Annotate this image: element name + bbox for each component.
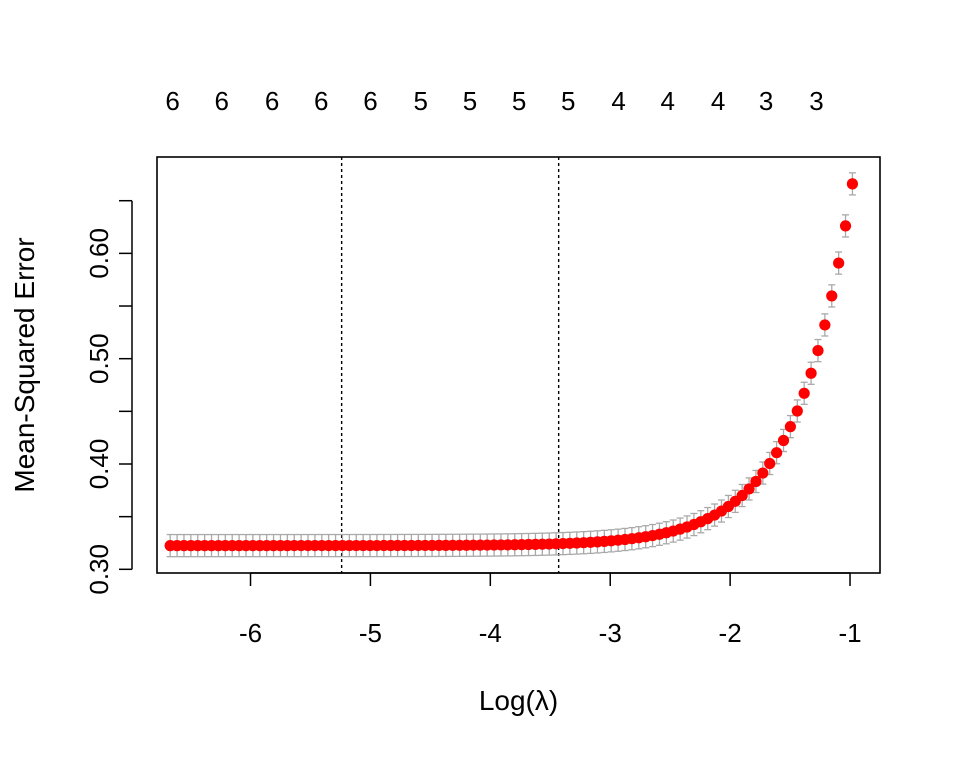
x-tick-label: -5 bbox=[359, 618, 382, 648]
data-points bbox=[164, 178, 859, 552]
top-axis-label: 6 bbox=[215, 86, 229, 116]
data-point bbox=[839, 220, 852, 232]
data-point bbox=[750, 475, 762, 488]
data-point bbox=[743, 483, 755, 495]
top-axis-label: 3 bbox=[809, 86, 823, 116]
top-axis-label: 4 bbox=[661, 86, 675, 116]
y-axis: 0.30 0.40 0.50 0.60 bbox=[84, 199, 133, 595]
data-point bbox=[771, 447, 783, 459]
x-tick-label: -2 bbox=[719, 618, 742, 648]
top-axis-label: 3 bbox=[759, 86, 773, 116]
x-tick-label: -6 bbox=[239, 618, 262, 648]
x-tick-label: -4 bbox=[479, 618, 502, 648]
top-axis-label: 6 bbox=[363, 86, 377, 116]
data-point bbox=[826, 290, 838, 302]
top-axis-label: 6 bbox=[265, 86, 279, 116]
data-point bbox=[819, 319, 831, 331]
top-axis-label: 5 bbox=[463, 86, 477, 116]
x-axis: -6 -5 -4 -3 -2 -1 bbox=[239, 572, 862, 648]
data-point bbox=[812, 344, 824, 357]
error-bars bbox=[166, 172, 856, 558]
data-point bbox=[798, 387, 810, 399]
data-point bbox=[777, 434, 790, 447]
x-axis-title: Log(λ) bbox=[479, 685, 558, 716]
y-tick-label: 0.50 bbox=[84, 333, 114, 384]
top-axis-label: 4 bbox=[611, 86, 625, 116]
data-point bbox=[791, 405, 803, 417]
y-axis-title: Mean-Squared Error bbox=[9, 237, 40, 492]
x-tick-label: -3 bbox=[599, 618, 622, 648]
y-tick-label: 0.30 bbox=[84, 544, 114, 595]
data-point bbox=[805, 367, 817, 379]
reference-lines bbox=[340, 157, 560, 573]
y-tick-label: 0.40 bbox=[84, 439, 114, 490]
data-point bbox=[764, 457, 776, 470]
data-point bbox=[784, 421, 797, 433]
y-tick-label: 0.60 bbox=[84, 228, 114, 279]
top-axis-label: 5 bbox=[512, 86, 526, 116]
top-axis-labels: 6 6 6 6 6 5 5 5 5 4 4 4 3 3 bbox=[165, 86, 823, 116]
top-axis-label: 5 bbox=[414, 86, 428, 116]
data-point bbox=[833, 257, 845, 269]
top-axis-label: 6 bbox=[314, 86, 328, 116]
top-axis-label: 5 bbox=[561, 86, 575, 116]
top-axis-label: 4 bbox=[711, 86, 725, 116]
top-axis-label: 6 bbox=[165, 86, 179, 116]
data-point bbox=[757, 467, 769, 479]
data-point bbox=[846, 178, 859, 190]
plot-frame bbox=[156, 156, 881, 574]
x-tick-label: -1 bbox=[838, 618, 861, 648]
